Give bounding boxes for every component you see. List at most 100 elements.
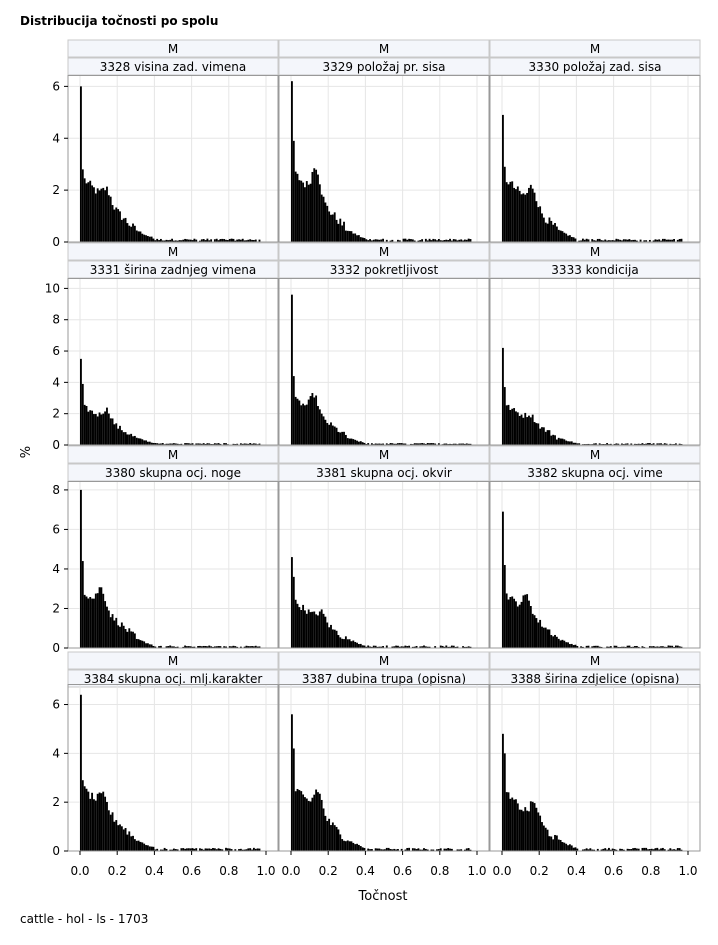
bar [324, 202, 327, 242]
bar [217, 646, 220, 648]
bar [204, 240, 207, 242]
bar [195, 443, 198, 445]
bar [208, 443, 211, 445]
bar [102, 791, 105, 851]
bar [106, 801, 108, 851]
bar [619, 646, 622, 648]
bar [91, 792, 94, 851]
bar [669, 848, 672, 851]
bar [152, 846, 155, 851]
bar [526, 594, 529, 648]
x-tick-label: 0.0 [281, 864, 300, 878]
bar [230, 646, 233, 648]
bar [430, 849, 433, 851]
bar [247, 443, 250, 445]
y-tick-label: 0 [52, 844, 60, 858]
bar [639, 443, 642, 445]
panel-title: 3387 dubina trupa (opisna) [302, 672, 466, 686]
bar [660, 646, 662, 648]
bar [119, 824, 121, 851]
bar [634, 646, 636, 648]
bar [80, 694, 82, 851]
bar [513, 408, 516, 445]
y-tick-label: 6 [52, 79, 60, 93]
bar [96, 188, 99, 242]
bar [596, 238, 599, 242]
bar [165, 646, 168, 648]
bar [502, 347, 504, 445]
bar [511, 596, 514, 648]
bar [467, 443, 470, 445]
bar [150, 442, 153, 445]
panel-frame [489, 481, 701, 649]
bar [552, 224, 555, 242]
bar [317, 615, 319, 648]
bar [533, 422, 536, 445]
bar [145, 440, 147, 445]
bar [524, 194, 527, 242]
bar [304, 610, 306, 648]
bar [589, 848, 592, 851]
bar [419, 443, 422, 445]
bar [357, 235, 360, 242]
bar [234, 240, 237, 242]
bar [132, 436, 134, 445]
bar [570, 441, 573, 445]
bar [133, 839, 136, 851]
bar [251, 849, 253, 851]
bar [213, 443, 216, 445]
bar [330, 825, 332, 851]
bar [574, 238, 577, 242]
bar [126, 834, 129, 851]
x-tick-label: 0.6 [182, 864, 201, 878]
bar [93, 799, 95, 851]
bar [570, 845, 573, 851]
bar [200, 443, 203, 445]
bar [658, 849, 661, 851]
bar [115, 423, 118, 445]
bar [450, 848, 453, 851]
bar [234, 849, 237, 851]
group-label: M [590, 245, 600, 259]
bar [537, 423, 540, 445]
y-tick-label: 0 [52, 438, 60, 452]
bar [511, 181, 514, 242]
bar [587, 645, 590, 648]
bar [604, 239, 607, 242]
bar [567, 441, 569, 445]
bar [509, 597, 512, 648]
bar [423, 443, 425, 445]
bar [602, 848, 605, 851]
bar [173, 443, 175, 445]
bar [587, 849, 590, 851]
bar [402, 443, 405, 445]
bar [462, 240, 464, 242]
panel-frame [489, 684, 701, 852]
bar [452, 443, 455, 445]
panel-title: 3332 pokretljivost [330, 263, 439, 277]
bar [126, 434, 129, 445]
bar [361, 237, 364, 242]
bar [200, 848, 203, 851]
bar [639, 239, 642, 242]
bar [537, 207, 540, 242]
bar [322, 613, 325, 648]
y-tick-label: 6 [52, 344, 60, 358]
bar [426, 443, 429, 445]
bar [313, 611, 316, 648]
bar [186, 239, 188, 242]
bar [232, 645, 235, 648]
bar [115, 207, 118, 242]
bar [184, 848, 187, 851]
bar [567, 235, 569, 242]
bar [385, 443, 388, 445]
group-strip [489, 242, 701, 261]
bar [320, 194, 323, 242]
panel: M 3380 skupna ocj. noge 0 2 4 6 8 [52, 445, 279, 655]
bar [258, 848, 261, 851]
bar [318, 611, 321, 648]
bar [139, 438, 142, 445]
bar [555, 439, 558, 445]
bar [344, 636, 347, 648]
bar [583, 239, 586, 242]
